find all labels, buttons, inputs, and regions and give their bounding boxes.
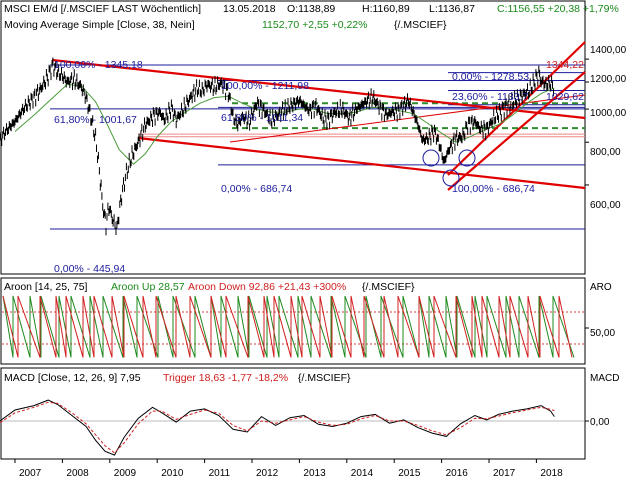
header-date: 13.05.2018 [223, 3, 276, 15]
year-tick-label: 2007 [19, 468, 42, 479]
aroon-layer [2, 295, 584, 358]
fib-label-b: 61,80% - 1001,67 [54, 114, 137, 126]
price-tick-label: 1400,00 [590, 45, 627, 56]
aroon-down-label: Aroon Down 92,86 +21,43 +300% [188, 281, 346, 293]
year-tick-label: 2008 [66, 468, 89, 479]
aroon-symbol: {/.MSCIEF} [362, 281, 415, 293]
header-open: O:1138,89 [287, 3, 335, 15]
trend-line [229, 94, 586, 143]
year-tick-label: 2014 [351, 468, 374, 479]
fib-label-h: 23,60% - 1133,7 [452, 91, 528, 103]
ma-symbol: {/.MSCIEF} [394, 19, 447, 31]
year-tick-label: 2009 [114, 468, 137, 479]
aroon-up-label: Aroon Up 28,57 [111, 281, 185, 293]
year-tick-label: 2013 [303, 468, 326, 479]
fib-label-j: 100,00% - 686,74 [452, 183, 535, 195]
trend-line [447, 41, 586, 176]
year-tick-label: 2016 [446, 468, 469, 479]
fib-label-f: 0,00% - 686,74 [221, 183, 292, 195]
header-close: C:1156,55 +20,38 +1,79% [497, 3, 619, 15]
fib-label-d: 100,00% - 1211,98 [221, 80, 309, 92]
year-tick-label: 2010 [161, 468, 184, 479]
fib-label-c: 0,00% - 445,94 [54, 263, 125, 275]
low-marker-circle [422, 149, 440, 167]
aroon-label: Aroon [14, 25, 75] [4, 281, 88, 293]
price-panel-frame [0, 0, 586, 275]
fib-label-e: 61,80% - 1011,34 [221, 112, 303, 124]
year-tick-label: 2012 [256, 468, 279, 479]
aroon-axis-title: ARO [590, 282, 612, 293]
ma-label: Moving Average Simple [Close, 38, Nein] [4, 19, 195, 31]
ma-value: 1152,70 +2,55 +0,22% [262, 19, 367, 31]
price-tick-label: 1000,00 [590, 108, 627, 119]
header-low: L:1136,87 [429, 3, 475, 15]
price-tick-label: 600,00 [590, 200, 621, 211]
chart-title: MSCI EM/d [/.MSCIEF LAST Wöchentlich] [4, 3, 201, 15]
axis-layer: 2007 2008 2009 2010 2011 2012 2013 2014 2015 2016… [14, 58, 589, 479]
macd-trigger-line [0, 401, 555, 454]
price-tick-label: 1200,00 [590, 74, 627, 85]
low-marker-circle [442, 169, 460, 187]
fib-label-k: 1344,22 [546, 59, 584, 71]
price-bars [0, 57, 554, 236]
low-marker-circle [458, 149, 476, 167]
macd-layer [0, 399, 584, 456]
macd-line [0, 399, 555, 456]
macd-trigger-label: Trigger 18,63 -1,77 -18,2% [163, 372, 288, 384]
fib-label-a: 100,00% - 1345,18 [54, 59, 143, 71]
year-tick-label: 2017 [493, 468, 516, 479]
aroon-down-line [2, 295, 573, 358]
trend-line [137, 136, 586, 190]
macd-label: MACD [Close, 12, 26, 9] 7,95 [4, 372, 141, 384]
macd-axis-title: MACD [590, 373, 619, 384]
aroon-up-line [2, 295, 575, 358]
macd-tick-label: 0,00 [590, 417, 610, 428]
price-layer [0, 41, 586, 236]
macd-symbol: {/.MSCIEF} [298, 372, 351, 384]
trend-line [447, 71, 586, 191]
aroon-panel-frame [0, 277, 586, 365]
year-tick-label: 2011 [209, 468, 231, 479]
price-tick-label: 800,00 [590, 147, 621, 158]
year-tick-label: 2015 [398, 468, 421, 479]
header-high: H:1160,89 [362, 3, 410, 15]
year-tick-label: 2018 [540, 468, 563, 479]
aroon-tick-label: 50,00 [590, 328, 615, 339]
fib-label-g: 0,00% - 1278,53 [452, 71, 529, 83]
fib-label-i: 1029,62 [546, 91, 584, 103]
